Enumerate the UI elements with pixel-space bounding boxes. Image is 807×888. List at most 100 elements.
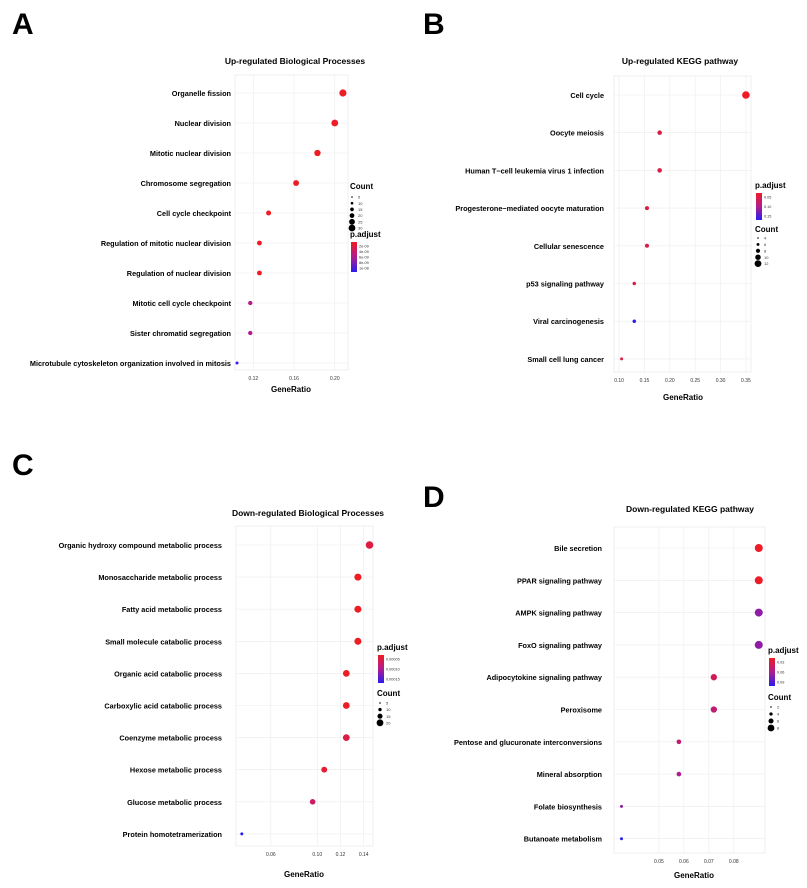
data-point — [710, 674, 718, 681]
plot-area — [234, 74, 349, 371]
data-point — [331, 119, 339, 127]
y-tick-label: Mitotic nuclear division — [150, 149, 231, 158]
grid-lines — [236, 526, 373, 846]
data-point — [293, 180, 300, 186]
count-legend-dot — [767, 724, 775, 732]
padj-legend-label: 0.00005 — [386, 657, 400, 661]
data-point — [314, 149, 321, 157]
padj-legend-label: 0.05 — [764, 195, 771, 199]
y-tick-label: Folate biosynthesis — [534, 802, 602, 811]
panel-c: C Down-regulated Biological Processes Or… — [12, 449, 408, 879]
x-tick-label: 0.08 — [729, 859, 739, 865]
padj-legend-label: 0.10 — [764, 205, 771, 209]
data-point — [632, 281, 637, 286]
y-axis-labels: Organic hydroxy compound metabolic proce… — [59, 541, 222, 839]
data-point — [266, 210, 272, 216]
panel-b: B Up-regulated KEGG pathway Cell cycle Oo… — [423, 8, 786, 402]
data-point — [248, 330, 253, 336]
y-tick-label: Organic acid catabolic process — [114, 669, 222, 678]
count-legend-label: 4 — [777, 712, 780, 717]
y-tick-label: Oocyte meiosis — [550, 129, 604, 138]
data-point — [309, 799, 316, 805]
x-axis-title: GeneRatio — [674, 871, 714, 880]
count-legend-label: 5 — [386, 701, 389, 706]
x-axis-title: GeneRatio — [284, 870, 324, 879]
count-legend-label: 10 — [764, 255, 769, 260]
data-point — [342, 702, 350, 709]
count-legend-dot — [756, 242, 760, 246]
data-points — [620, 91, 750, 361]
x-axis-title: GeneRatio — [271, 385, 311, 394]
count-legend-title: Count — [768, 693, 791, 702]
data-point — [657, 130, 662, 135]
x-tick-label: 0.05 — [654, 859, 664, 865]
padj-legend-label: 2e-09 — [359, 244, 369, 248]
data-point — [619, 837, 623, 841]
y-tick-label: Microtubule cytoskeleton organization in… — [30, 359, 231, 368]
plot-area — [613, 526, 766, 854]
count-legend-label: 10 — [358, 201, 363, 206]
y-axis-labels: Cell cycle Oocyte meiosis Human T−cell leu… — [455, 91, 605, 364]
y-tick-label: Cellular senescence — [534, 242, 604, 251]
plot-area — [613, 75, 752, 373]
data-point — [257, 270, 262, 276]
y-tick-label: Regulation of nuclear division — [127, 269, 231, 278]
count-legend-label: 6 — [764, 242, 767, 247]
count-legend-dot — [755, 254, 761, 260]
data-point — [644, 243, 649, 248]
x-tick-label: 0.12 — [248, 376, 258, 382]
panel-letter: C — [12, 449, 34, 482]
data-point — [620, 357, 624, 361]
count-legend-dot — [769, 712, 773, 716]
count-legend-dot — [349, 218, 355, 225]
data-point — [342, 734, 350, 741]
count-legend: Count 2 4 6 8 — [767, 693, 791, 732]
y-tick-label: Carboxylic acid catabolic process — [104, 702, 222, 711]
x-tick-label: 0.07 — [704, 859, 714, 865]
y-tick-label: Chromosome segregation — [141, 179, 231, 188]
grid-lines — [614, 76, 751, 372]
x-axis-ticks: 0.10 0.15 0.20 0.25 0.30 0.35 — [614, 378, 751, 384]
x-axis-ticks: 0.06 0.10 0.12 0.14 — [266, 852, 369, 858]
y-tick-label: Nuclear division — [175, 119, 231, 128]
padj-legend-title: p.adjust — [350, 230, 381, 239]
count-legend-dot — [379, 702, 381, 704]
chart-title: Down-regulated Biological Processes — [232, 508, 384, 518]
count-legend-label: 20 — [358, 213, 363, 218]
count-legend-dot — [378, 707, 382, 712]
data-points — [619, 544, 763, 841]
padj-legend-title: p.adjust — [377, 643, 408, 652]
chart-title: Up-regulated KEGG pathway — [622, 56, 738, 66]
count-legend-label: 5 — [358, 195, 361, 200]
padj-legend-label: 0.15 — [764, 214, 771, 218]
x-axis-title: GeneRatio — [663, 393, 703, 402]
y-tick-label: Fatty acid metabolic process — [122, 605, 222, 614]
y-tick-label: Cell cycle checkpoint — [157, 209, 232, 218]
y-tick-label: PPAR signaling pathway — [517, 576, 603, 585]
y-tick-label: Mitotic cell cycle checkpoint — [132, 299, 231, 308]
padj-legend-label: 0.00010 — [386, 667, 400, 671]
x-tick-label: 0.35 — [741, 378, 751, 384]
padj-legend-label: 6e-09 — [359, 255, 369, 259]
count-legend-dot — [348, 224, 356, 232]
y-tick-label: Cell cycle — [570, 91, 604, 100]
data-point — [365, 541, 374, 549]
x-tick-label: 0.20 — [330, 376, 340, 382]
padj-colorbar — [378, 655, 384, 683]
y-tick-label: Small molecule catabolic process — [105, 637, 222, 646]
y-axis-labels: Bile secretion PPAR signaling pathway AMPK… — [454, 544, 603, 844]
grid-lines — [614, 527, 765, 853]
padj-legend-label: 8e-09 — [359, 261, 369, 265]
data-points — [235, 89, 347, 365]
x-tick-label: 0.15 — [640, 378, 650, 384]
padj-legend-title: p.adjust — [768, 646, 799, 655]
y-axis-labels: Organelle fission Nuclear division Mitotic… — [30, 89, 232, 368]
y-tick-label: Sister chromatid segregation — [130, 329, 231, 338]
padj-legend: p.adjust 0.03 0.06 0.09 — [768, 646, 799, 686]
data-point — [248, 300, 253, 306]
count-legend-title: Count — [377, 689, 400, 698]
count-legend-dot — [351, 196, 353, 198]
padj-legend-label: 0.06 — [777, 670, 784, 674]
